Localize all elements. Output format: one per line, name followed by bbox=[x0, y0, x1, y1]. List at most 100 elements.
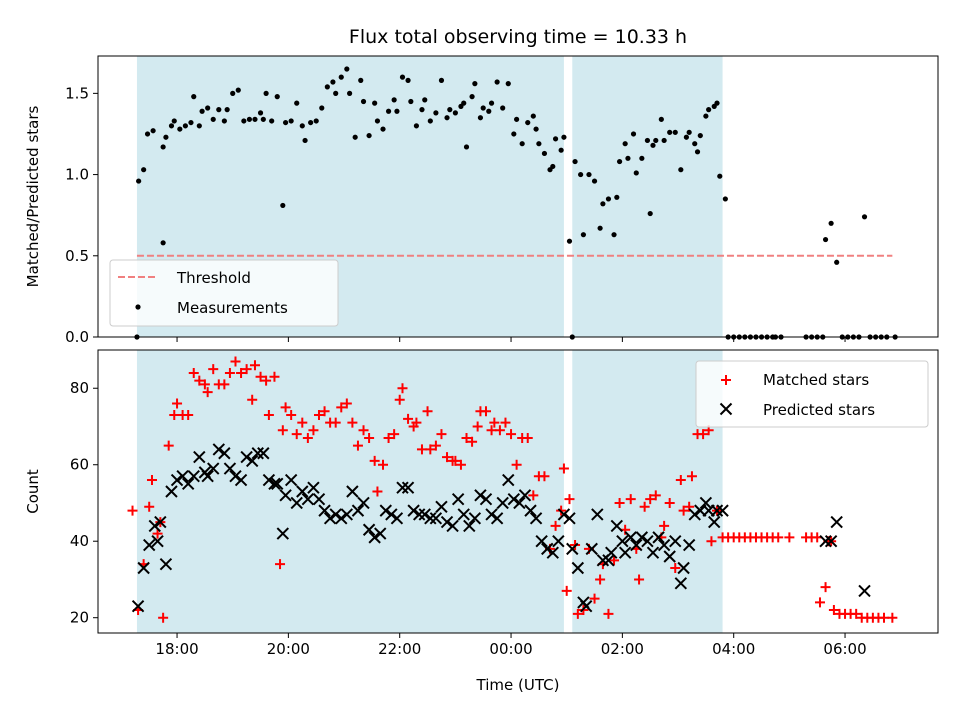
matched-star-point bbox=[625, 494, 636, 505]
predicted-star-point bbox=[624, 531, 637, 544]
measurement-point bbox=[600, 201, 606, 207]
measurement-point bbox=[438, 77, 445, 83]
x-tick-label: 06:00 bbox=[823, 640, 866, 658]
measurement-point bbox=[678, 167, 684, 173]
predicted-star-point bbox=[605, 546, 618, 559]
measurement-point bbox=[294, 100, 300, 106]
predicted-star-point bbox=[401, 481, 415, 494]
predicted-star-point bbox=[396, 481, 409, 494]
matched-star-point bbox=[230, 356, 241, 367]
measurement-point bbox=[822, 236, 829, 243]
predicted-star-point bbox=[424, 512, 437, 525]
measurement-point bbox=[505, 81, 511, 87]
predicted-star-point bbox=[463, 519, 476, 533]
predicted-star-point bbox=[591, 508, 604, 521]
matched-star-point bbox=[188, 367, 199, 378]
predicted-star-point bbox=[646, 546, 660, 559]
x-tick-label: 04:00 bbox=[712, 640, 755, 658]
matched-star-point bbox=[603, 608, 614, 619]
matched-star-point bbox=[572, 608, 583, 619]
measurement-point bbox=[647, 210, 653, 217]
measurement-point bbox=[374, 118, 381, 124]
matched-star-point bbox=[489, 417, 500, 428]
matched-star-point bbox=[144, 501, 155, 512]
predicted-star-point bbox=[451, 492, 465, 506]
measurement-point bbox=[360, 98, 367, 105]
predicted-star-point bbox=[159, 557, 173, 571]
predicted-star-point bbox=[131, 600, 145, 613]
x-tick-label: 18:00 bbox=[155, 640, 198, 658]
predicted-star-point bbox=[502, 473, 515, 487]
legend-box bbox=[109, 259, 339, 327]
matched-star-point bbox=[263, 410, 274, 421]
predicted-star-point bbox=[207, 462, 220, 475]
measurement-point bbox=[150, 128, 156, 134]
measurement-point bbox=[519, 141, 525, 147]
predicted-star-point bbox=[193, 450, 206, 464]
measurement-point bbox=[834, 259, 840, 265]
matched-star-point bbox=[364, 432, 375, 443]
predicted-star-point bbox=[635, 531, 649, 544]
x-tick-label: 00:00 bbox=[489, 640, 532, 658]
predicted-star-point bbox=[351, 504, 365, 517]
matched-star-point bbox=[814, 597, 825, 608]
measurement-point bbox=[472, 81, 478, 87]
measurement-point bbox=[344, 66, 350, 72]
measurement-point bbox=[625, 155, 631, 161]
measurement-point bbox=[480, 105, 486, 111]
measurement-point bbox=[511, 131, 517, 137]
measurement-point bbox=[358, 77, 364, 83]
matched-star-point bbox=[467, 436, 478, 447]
matched-star-point bbox=[199, 379, 210, 390]
measurement-point bbox=[828, 220, 834, 226]
measurement-point bbox=[672, 129, 678, 135]
measurement-point bbox=[578, 171, 584, 178]
measurement-point bbox=[274, 94, 280, 100]
predicted-star-point bbox=[223, 462, 237, 475]
matched-star-point bbox=[202, 387, 213, 398]
measurement-point bbox=[580, 232, 587, 238]
matched-star-point bbox=[378, 459, 389, 470]
predicted-star-point bbox=[546, 546, 559, 559]
predicted-star-point bbox=[148, 519, 161, 533]
predicted-star-point bbox=[165, 485, 178, 498]
matched-star-point bbox=[286, 410, 297, 421]
matched-star-point bbox=[261, 375, 272, 386]
predicted-star-point bbox=[579, 600, 593, 613]
matched-star-point bbox=[595, 574, 606, 585]
measurement-point bbox=[611, 232, 617, 238]
predicted-star-point bbox=[137, 561, 150, 575]
predicted-star-point bbox=[699, 496, 713, 510]
matched-star-point bbox=[879, 612, 890, 623]
predicted-star-point bbox=[379, 504, 393, 517]
measurement-point bbox=[302, 137, 308, 144]
predicted-star-point bbox=[296, 485, 309, 498]
measurement-point bbox=[717, 173, 723, 179]
measurement-point bbox=[163, 134, 169, 140]
matched-star-point bbox=[436, 429, 447, 440]
measurement-point bbox=[221, 118, 227, 124]
predicted-star-point bbox=[541, 542, 554, 556]
matched-star-point bbox=[561, 585, 572, 596]
measurement-point bbox=[136, 178, 142, 184]
matched-star-point bbox=[645, 494, 656, 505]
predicted-star-point bbox=[610, 519, 624, 533]
measurement-point bbox=[168, 123, 175, 129]
measurement-point bbox=[171, 118, 177, 124]
matched-star-point bbox=[247, 394, 258, 405]
matched-star-point bbox=[698, 429, 709, 440]
matched-star-point bbox=[183, 410, 194, 421]
matched-star-point bbox=[336, 402, 347, 413]
matched-star-point bbox=[383, 432, 394, 443]
matched-star-point bbox=[397, 383, 408, 394]
predicted-star-point bbox=[652, 531, 665, 544]
matched-star-point bbox=[494, 425, 505, 436]
predicted-star-point bbox=[340, 508, 354, 521]
matched-star-point bbox=[486, 425, 497, 436]
matched-star-point bbox=[455, 459, 466, 470]
matched-star-point bbox=[194, 375, 205, 386]
measurement-point bbox=[324, 84, 330, 90]
matched-star-point bbox=[369, 455, 380, 466]
measurement-point bbox=[144, 131, 151, 137]
matched-star-point bbox=[308, 425, 319, 436]
